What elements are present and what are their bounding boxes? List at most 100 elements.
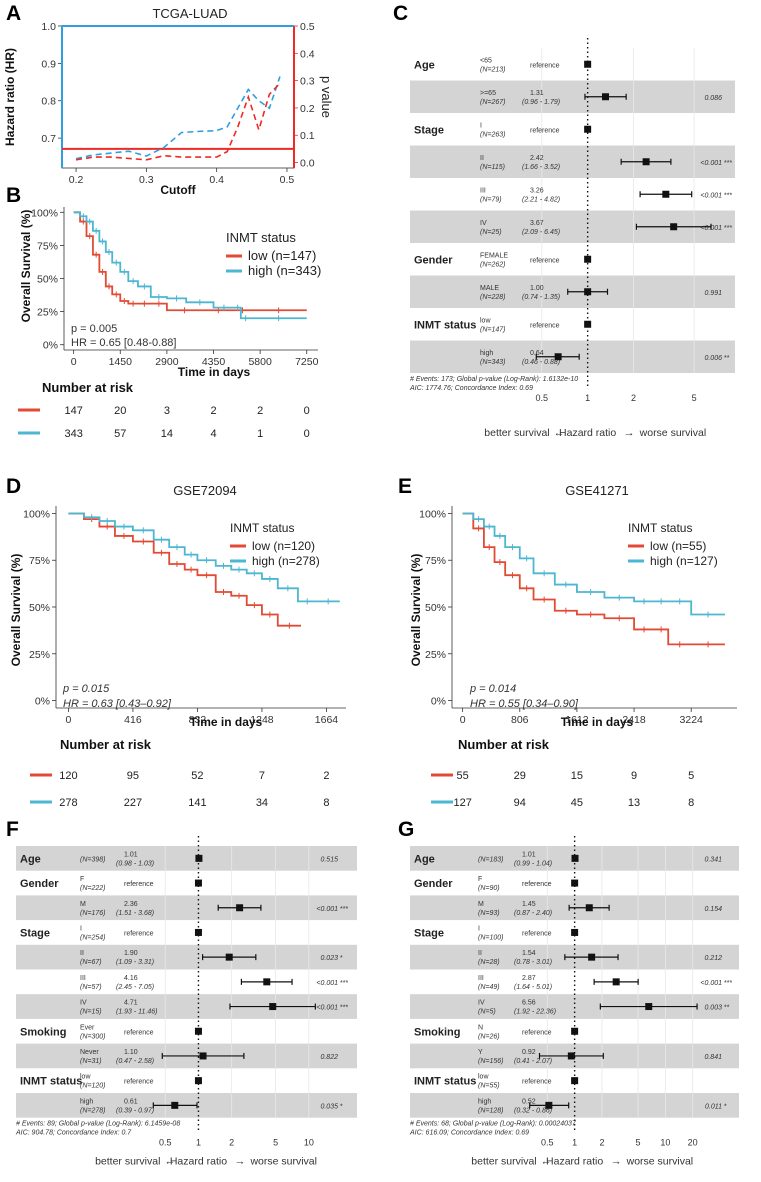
panel-c-group-label: Stage: [414, 124, 444, 136]
panel-b-xtick-label: 2900: [155, 356, 179, 368]
panel-f-group-label: Age: [20, 853, 41, 865]
panel-a-ytick-label: 0.8: [41, 96, 56, 108]
panel-f-level-label: high: [80, 1098, 93, 1105]
panel-g-hr-marker: [571, 1077, 579, 1085]
panel-c-hr-marker: [584, 288, 592, 296]
panel-c-estimate: 2.42: [530, 155, 544, 162]
panel-a-ytick-right-label: 0.5: [300, 21, 315, 33]
panel-g-ci: (0.87 - 2.40): [514, 910, 552, 917]
panel-c-hr-marker: [554, 353, 562, 361]
panel-g-sig: *: [724, 1103, 727, 1110]
panel-c-level-label: >=65: [480, 90, 496, 97]
panel-c-sig: ***: [724, 192, 732, 199]
panel-f-better-survival: better survival: [95, 1156, 160, 1168]
panel-g-n-label: (N=90): [478, 885, 500, 892]
panel-e-risk-title: Number at risk: [458, 737, 550, 752]
panel-g-hr-marker: [571, 1027, 579, 1035]
panel-f-forest: 0.5 1 2 5 10 Age Gender Stage Smoking INMT status…: [15, 836, 357, 1168]
panel-f-hr-marker: [194, 1077, 202, 1085]
panel-g-pvalue: 0.003: [704, 1005, 722, 1012]
panel-f-xtick-label: 1: [196, 1138, 201, 1148]
panel-d-risk-table: 120 95 52 7 2 278 227 141 34 8: [30, 770, 330, 809]
panel-g-estimate: 2.87: [522, 975, 536, 982]
panel-b-risk-cell: 0: [304, 405, 310, 417]
panel-g-group-label: Smoking: [414, 1026, 460, 1038]
panel-g-hr-marker: [571, 928, 579, 936]
panel-a-series-p-value: [75, 82, 281, 161]
panel-f-level-label: IV: [80, 1000, 87, 1007]
panel-f-sig: ***: [340, 1005, 348, 1012]
panel-g-ci: (0.41 - 2.07): [514, 1058, 552, 1065]
panel-f-estimate: reference: [124, 1079, 154, 1086]
panel-e-xtick-label: 0: [460, 714, 466, 726]
panel-a-ytick-right-label: 0.1: [300, 130, 315, 142]
panel-g-footnote-events: # Events: 68; Global p-value (Log-Rank):…: [410, 1121, 577, 1128]
panel-e-xtick-label: 806: [511, 714, 529, 726]
panel-c-forest: 0.5 1 2 5 Age Stage Gender INMT status <65 (N=213…: [409, 38, 735, 439]
panel-c-level-label: II: [480, 155, 484, 162]
panel-d-letter: D: [6, 475, 21, 498]
panel-d-xtick-label: 1248: [250, 714, 274, 726]
panel-c-n-label: (N=263): [480, 131, 505, 138]
panel-c-pvalue: 0.991: [704, 290, 722, 297]
panel-f-hr-marker: [194, 879, 202, 887]
panel-f-n-label: (N=300): [80, 1033, 105, 1040]
panel-c-estimate: reference: [530, 257, 560, 264]
panel-d-xtick-label: 416: [124, 714, 142, 726]
panel-g-group-label: Age: [414, 853, 435, 865]
panel-f-n-label: (N=176): [80, 910, 105, 917]
panel-g-n-label: (N=156): [478, 1058, 503, 1065]
panel-c-arrow-right: →: [624, 427, 635, 439]
panel-d-legend-title: INMT status: [230, 521, 294, 535]
panel-c-group-label: Gender: [414, 254, 453, 266]
panel-c-n-label: (N=228): [480, 294, 505, 301]
panel-f-hr-marker: [263, 978, 271, 986]
panel-b-km-plot: 100% 75% 50% 25% 0% 0 1450 2900 4350 5800 7250: [31, 207, 319, 368]
panel-b: B 100% 75% 50% 25% 0% 0 1450 2900 4350 5800 7250 O…: [6, 184, 321, 440]
panel-f-level-label: III: [80, 975, 86, 982]
panel-d-ytick-label: 50%: [29, 602, 50, 614]
panel-e-risk-cell: 9: [631, 770, 637, 782]
panel-f-estimate: reference: [124, 1029, 154, 1036]
panel-g-ci: (1.92 - 22.36): [514, 1009, 556, 1016]
panel-e-risk-table: 55 29 15 9 5 127 94 45 13 8: [431, 770, 694, 809]
panel-f-level-label: I: [80, 925, 82, 932]
panel-e-risk-cell: 5: [688, 770, 694, 782]
panel-g-xlabel: Hazard ratio: [546, 1156, 603, 1168]
panel-g-n-label: (N=26): [478, 1033, 500, 1040]
panel-e-legend-low: low (n=55): [650, 539, 706, 553]
panel-b-xlabel: Time in days: [178, 365, 251, 379]
panel-g-n-label: (N=183): [478, 856, 503, 863]
panel-c-group-label: Age: [414, 59, 435, 71]
panel-f-group-label: Smoking: [20, 1026, 66, 1038]
panel-f-estimate: 1.01: [124, 851, 138, 858]
panel-g-estimate: 0.92: [522, 1049, 536, 1056]
panel-g-pvalue: 0.341: [704, 856, 722, 863]
panel-f-xtick-label: 2: [229, 1138, 234, 1148]
panel-c-ci: (2.09 - 6.45): [522, 229, 560, 236]
panel-c-row-band: [410, 145, 735, 178]
panel-g-n-label: (N=49): [478, 984, 500, 991]
panel-b-risk-cell: 2: [257, 405, 263, 417]
panel-d-ytick-label: 25%: [29, 649, 50, 661]
panel-a-ytick-label: 0.7: [41, 133, 56, 145]
panel-d-legend-low: low (n=120): [252, 539, 315, 553]
panel-g-xtick-label: 1: [572, 1138, 577, 1148]
panel-c-ci: (2.21 - 4.82): [522, 196, 560, 203]
panel-f-pvalue: 0.515: [320, 856, 338, 863]
panel-a-xtick-label: 0.5: [280, 174, 295, 186]
panel-e-risk-cell: 8: [688, 797, 694, 809]
panel-c-hr-marker: [584, 60, 592, 68]
panel-f-hr-marker: [195, 854, 203, 862]
panel-e-xlabel: Time in days: [561, 715, 634, 729]
panel-f-sig: ***: [340, 980, 348, 987]
panel-f-pvalue: 0.023: [320, 955, 338, 962]
panel-f-estimate: reference: [124, 881, 154, 888]
panel-a-plot: [61, 25, 295, 168]
panel-e-ytick-label: 100%: [419, 508, 446, 520]
panel-b-risk-cell: 0: [304, 428, 310, 440]
panel-f-group-label: INMT status: [20, 1076, 82, 1088]
panel-f-estimate: 4.16: [124, 975, 138, 982]
panel-f-estimate: 2.36: [124, 901, 138, 908]
